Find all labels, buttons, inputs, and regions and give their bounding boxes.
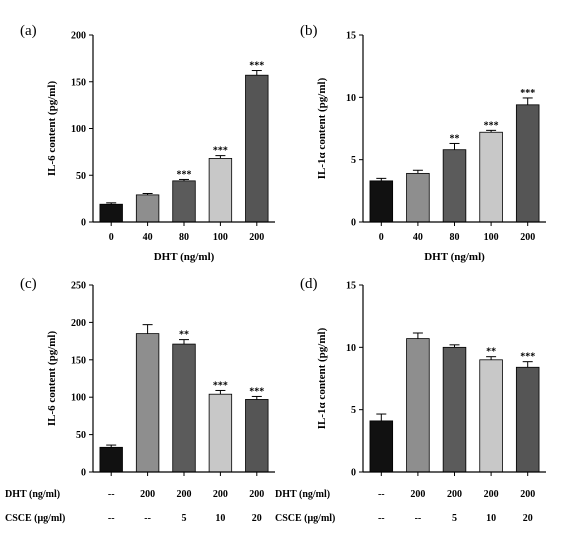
bar [406, 338, 430, 473]
condition-value: 200 [213, 489, 228, 500]
y-axis-label: IL-6 content (pg/ml) [46, 81, 58, 177]
y-tick-label: 0 [351, 468, 356, 479]
y-tick-label: 5 [351, 155, 356, 166]
y-tick-label: 150 [71, 355, 86, 366]
bar [369, 180, 394, 223]
y-tick-label: 250 [71, 281, 86, 292]
x-tick-label: 200 [249, 232, 264, 243]
condition-value: 200 [249, 489, 264, 500]
significance-label: *** [249, 61, 264, 72]
x-axis-label: DHT (ng/ml) [424, 251, 485, 263]
x-tick-label: 0 [109, 232, 114, 243]
condition-value: 200 [520, 489, 535, 500]
condition-value: -- [108, 513, 115, 524]
condition-value: -- [108, 489, 115, 500]
y-tick-label: 50 [76, 171, 86, 182]
y-tick-label: 50 [76, 430, 86, 441]
condition-value: 10 [215, 513, 225, 524]
significance-label: *** [213, 380, 228, 391]
condition-value: 10 [486, 513, 496, 524]
chart-panel-a: (a) *** *** *** 0 50 100 150 200 0 40 80 100 200 IL-6 … [20, 23, 275, 263]
bar [479, 359, 503, 473]
significance-label: ** [450, 133, 460, 144]
x-tick-label: 80 [179, 232, 189, 243]
condition-value: 20 [523, 513, 533, 524]
condition-row-label: DHT (ng/ml) [5, 489, 60, 500]
panel-letter: (d) [300, 276, 318, 292]
y-tick-label: 200 [71, 31, 86, 42]
x-axis-label: DHT (ng/ml) [154, 251, 215, 263]
y-tick-label: 0 [81, 468, 86, 479]
x-tick-label: 100 [213, 232, 228, 243]
bar [208, 158, 233, 223]
x-tick-label: 80 [450, 232, 460, 243]
x-tick-label: 40 [413, 232, 423, 243]
y-tick-label: 10 [346, 93, 356, 104]
bar [442, 149, 467, 223]
bar [245, 399, 269, 473]
bar [515, 104, 540, 223]
bar [208, 393, 233, 473]
condition-value: 5 [182, 513, 187, 524]
significance-label: ** [486, 347, 496, 358]
condition-value: 20 [252, 513, 262, 524]
y-tick-label: 15 [346, 281, 356, 292]
condition-value: -- [415, 513, 422, 524]
bar [99, 446, 123, 473]
x-tick-label: 0 [379, 232, 384, 243]
condition-value: 200 [140, 489, 155, 500]
bar [135, 194, 160, 223]
y-tick-label: 5 [351, 405, 356, 416]
significance-label: *** [249, 386, 264, 397]
y-axis-label: IL-1α content (pg/ml) [316, 327, 328, 429]
condition-row-label: CSCE (μg/ml) [275, 513, 335, 524]
y-axis-label: IL-6 content (pg/ml) [46, 331, 58, 427]
condition-value: 200 [484, 489, 499, 500]
condition-value: -- [378, 513, 385, 524]
y-tick-label: 150 [71, 77, 86, 88]
bar [99, 203, 123, 223]
bar [369, 420, 394, 473]
significance-label: *** [177, 169, 192, 180]
condition-value: 200 [410, 489, 425, 500]
condition-value: -- [144, 513, 151, 524]
condition-row-label: DHT (ng/ml) [275, 489, 330, 500]
y-axis-label: IL-1α content (pg/ml) [316, 77, 328, 179]
x-tick-label: 100 [484, 232, 499, 243]
bar [245, 74, 269, 223]
condition-value: -- [378, 489, 385, 500]
condition-row-label: CSCE (μg/ml) [5, 513, 65, 524]
y-tick-label: 200 [71, 318, 86, 329]
bar [172, 180, 196, 223]
x-tick-label: 40 [143, 232, 153, 243]
bar [172, 343, 196, 473]
significance-label: *** [520, 88, 535, 99]
bar [135, 333, 160, 473]
y-tick-label: 0 [351, 218, 356, 229]
y-tick-label: 100 [71, 124, 86, 135]
panel-letter: (b) [300, 23, 318, 39]
panel-letter: (a) [20, 23, 37, 39]
panel-letter: (c) [20, 276, 37, 292]
significance-label: *** [484, 120, 499, 131]
bar [515, 366, 540, 473]
significance-label: *** [520, 352, 535, 363]
significance-label: ** [179, 330, 189, 341]
y-tick-label: 15 [346, 31, 356, 42]
significance-label: *** [213, 146, 228, 157]
y-tick-label: 10 [346, 343, 356, 354]
bar [406, 172, 430, 223]
x-tick-label: 200 [520, 232, 535, 243]
bar [442, 346, 467, 473]
y-tick-label: 100 [71, 393, 86, 404]
condition-value: 5 [452, 513, 457, 524]
y-tick-label: 0 [81, 218, 86, 229]
condition-value: 200 [447, 489, 462, 500]
condition-value: 200 [177, 489, 192, 500]
bar [479, 131, 503, 223]
